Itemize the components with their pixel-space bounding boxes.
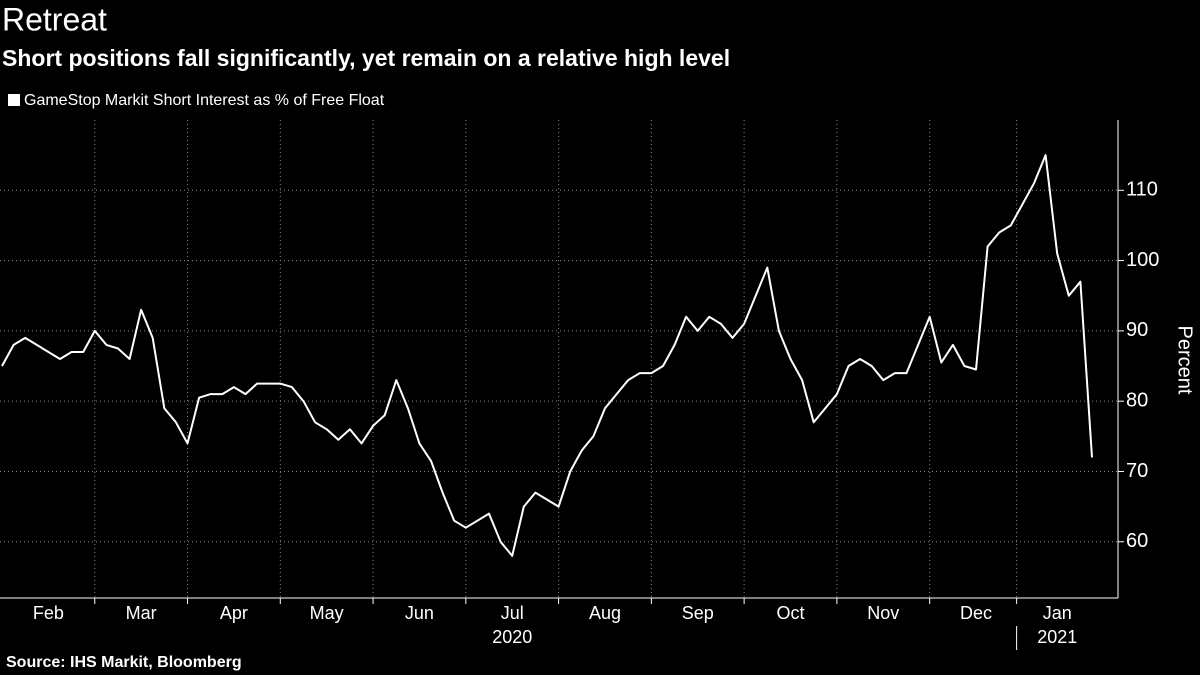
x-tick-label: Apr: [220, 603, 248, 623]
x-tick-label: Jan: [1043, 603, 1072, 623]
y-tick-label: 110: [1126, 179, 1158, 201]
x-tick-label: Jul: [501, 603, 524, 623]
chart-subtitle: Short positions fall significantly, yet …: [2, 45, 730, 71]
legend-label: GameStop Markit Short Interest as % of F…: [24, 92, 385, 109]
x-tick-label: Mar: [126, 603, 157, 623]
x-tick-label: Jun: [405, 603, 434, 623]
y-tick-label: 70: [1126, 460, 1148, 482]
legend-swatch: [8, 94, 20, 106]
year-label: 2020: [492, 627, 532, 647]
x-tick-label: Oct: [777, 603, 805, 623]
chart-title: Retreat: [2, 1, 107, 37]
x-tick-label: Nov: [867, 603, 899, 623]
y-tick-label: 90: [1126, 319, 1148, 341]
x-tick-label: Feb: [33, 603, 64, 623]
year-label: 2021: [1037, 627, 1077, 647]
x-tick-label: Dec: [960, 603, 992, 623]
x-tick-label: Aug: [589, 603, 621, 623]
x-tick-label: May: [310, 603, 344, 623]
y-tick-label: 100: [1126, 249, 1159, 271]
y-tick-label: 60: [1126, 530, 1148, 552]
source: Source: IHS Markit, Bloomberg: [6, 654, 242, 671]
series-line: [1, 154, 1093, 557]
x-tick-label: Sep: [682, 603, 714, 623]
y-axis-title: Percent: [1174, 326, 1196, 395]
y-tick-label: 80: [1126, 389, 1148, 411]
